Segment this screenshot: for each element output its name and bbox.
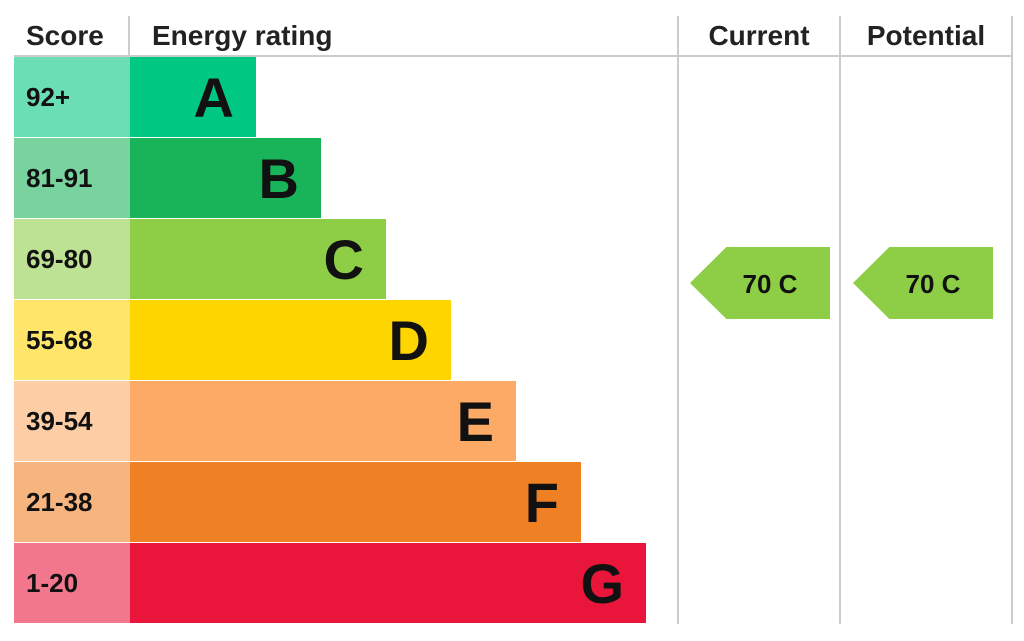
score-tint xyxy=(14,381,130,461)
score-tint xyxy=(14,57,130,137)
score-cell: 69-80 xyxy=(14,219,130,299)
score-tint xyxy=(14,138,130,218)
header-score: Score xyxy=(26,20,104,51)
score-cell: 55-68 xyxy=(14,300,130,380)
score-cell: 92+ xyxy=(14,57,130,137)
score-tint xyxy=(14,300,130,380)
score-label: 81-91 xyxy=(26,162,93,193)
score-label: 1-20 xyxy=(26,567,79,598)
current-arrow: 70 C xyxy=(690,247,830,319)
score-label: 39-54 xyxy=(26,405,93,436)
potential-arrow: 70 C xyxy=(853,247,993,319)
divider xyxy=(1011,16,1013,624)
score-tint xyxy=(14,543,130,623)
score-label: 55-68 xyxy=(26,324,93,355)
rating-bar: D xyxy=(130,300,451,380)
score-label: 21-38 xyxy=(26,486,93,517)
potential-label: 70 C xyxy=(905,269,961,299)
divider xyxy=(128,16,130,56)
header-potential: Potential xyxy=(866,20,986,51)
header-rule xyxy=(14,55,1012,57)
rating-bar: C xyxy=(130,219,386,299)
score-cell: 1-20 xyxy=(14,543,130,623)
rating-bar: B xyxy=(130,138,321,218)
score-label: 69-80 xyxy=(26,243,93,274)
score-cell: 81-91 xyxy=(14,138,130,218)
rating-bar: E xyxy=(130,381,516,461)
score-tint xyxy=(14,462,130,542)
divider xyxy=(839,16,841,624)
header-current: Current xyxy=(708,20,810,51)
score-cell: 21-38 xyxy=(14,462,130,542)
rating-bar: G xyxy=(130,543,646,623)
score-tint xyxy=(14,219,130,299)
score-label: 92+ xyxy=(26,81,71,112)
rating-bar: F xyxy=(130,462,581,542)
header-rating: Energy rating xyxy=(152,20,333,51)
divider xyxy=(677,16,679,624)
current-label: 70 C xyxy=(742,269,798,299)
rating-bar: A xyxy=(130,57,256,137)
score-cell: 39-54 xyxy=(14,381,130,461)
